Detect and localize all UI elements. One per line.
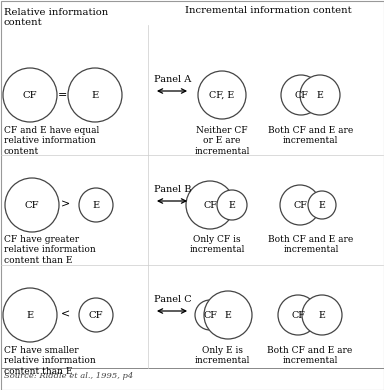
- Text: E: E: [228, 200, 235, 209]
- Circle shape: [186, 181, 234, 229]
- Text: E: E: [26, 310, 33, 319]
- Circle shape: [68, 68, 122, 122]
- Text: Both CF and E are
incremental: Both CF and E are incremental: [267, 346, 353, 365]
- Text: Incremental information content: Incremental information content: [185, 6, 351, 15]
- Text: CF have smaller
relative information
content than E: CF have smaller relative information con…: [4, 346, 96, 376]
- Text: >: >: [60, 200, 70, 210]
- Circle shape: [278, 295, 318, 335]
- Text: Neither CF
or E are
incremental: Neither CF or E are incremental: [194, 126, 250, 156]
- Text: Both CF and E are
incremental: Both CF and E are incremental: [268, 235, 354, 254]
- Text: CF have greater
relative information
content than E: CF have greater relative information con…: [4, 235, 96, 265]
- Text: =: =: [58, 90, 67, 100]
- Circle shape: [198, 71, 246, 119]
- Text: Panel A: Panel A: [154, 74, 191, 83]
- Circle shape: [5, 178, 59, 232]
- Text: Relative information
content: Relative information content: [4, 8, 108, 27]
- Text: Panel C: Panel C: [154, 294, 192, 303]
- Text: E: E: [319, 310, 325, 319]
- Circle shape: [79, 298, 113, 332]
- Circle shape: [300, 75, 340, 115]
- Text: CF: CF: [203, 310, 217, 319]
- Text: E: E: [225, 310, 232, 319]
- Text: CF and E have equal
relative information
content: CF and E have equal relative information…: [4, 126, 99, 156]
- Text: E: E: [319, 200, 325, 209]
- Circle shape: [204, 291, 252, 339]
- Text: Only CF is
incremental: Only CF is incremental: [189, 235, 245, 254]
- Text: Source: Riddle et al., 1995, p4: Source: Riddle et al., 1995, p4: [4, 372, 133, 380]
- Text: CF: CF: [25, 200, 39, 209]
- Text: CF: CF: [293, 200, 307, 209]
- Text: CF: CF: [89, 310, 103, 319]
- Text: CF: CF: [203, 200, 217, 209]
- Text: E: E: [316, 90, 323, 99]
- Circle shape: [195, 300, 225, 330]
- Circle shape: [217, 190, 247, 220]
- Circle shape: [280, 185, 320, 225]
- Circle shape: [302, 295, 342, 335]
- Text: CF, E: CF, E: [209, 90, 235, 99]
- Text: CF: CF: [294, 90, 308, 99]
- Text: <: <: [60, 310, 70, 320]
- Text: Only E is
incremental: Only E is incremental: [194, 346, 250, 365]
- Text: CF: CF: [291, 310, 305, 319]
- Circle shape: [308, 191, 336, 219]
- Text: Both CF and E are
incremental: Both CF and E are incremental: [268, 126, 353, 145]
- Text: E: E: [93, 200, 99, 209]
- Circle shape: [3, 288, 57, 342]
- Text: CF: CF: [23, 90, 37, 99]
- Circle shape: [3, 68, 57, 122]
- Circle shape: [281, 75, 321, 115]
- Text: Panel B: Panel B: [154, 184, 192, 193]
- Circle shape: [79, 188, 113, 222]
- Text: E: E: [91, 90, 99, 99]
